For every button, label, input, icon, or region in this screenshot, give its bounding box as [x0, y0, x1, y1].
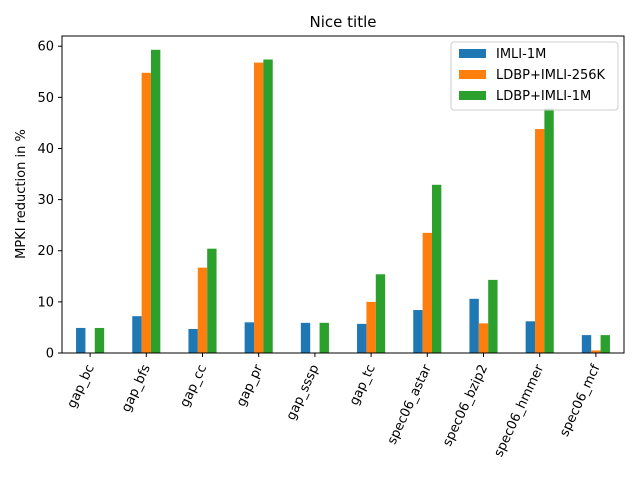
- bar: [94, 327, 105, 353]
- bar: [357, 323, 367, 353]
- x-tick-label: gap_bfs: [119, 362, 154, 414]
- x-axis-ticks: gap_bc gap_bfs gap_cc gap_pr gap_sssp gap_tc s…: [65, 353, 604, 459]
- legend-entry: IMLI-1M: [496, 47, 546, 62]
- y-tick-label: 10: [37, 295, 54, 310]
- bar: [413, 310, 423, 353]
- bar: [366, 301, 376, 353]
- bar: [581, 335, 592, 353]
- bars-group: [76, 49, 610, 354]
- bar: [535, 129, 545, 353]
- bar: [244, 322, 255, 353]
- legend-box: [450, 41, 619, 111]
- y-axis-label: MPKI reduction in %: [14, 129, 29, 259]
- bar: [207, 248, 217, 353]
- x-tick-label: gap_bc: [65, 362, 98, 410]
- y-tick-label: 50: [37, 91, 54, 106]
- bar: [141, 72, 151, 354]
- y-tick-label: 30: [37, 193, 54, 208]
- bar: [525, 321, 536, 353]
- x-tick-label: spec06_bzip2: [440, 362, 491, 448]
- plot-frame: [61, 35, 625, 354]
- bar: [431, 184, 442, 353]
- bar: [76, 327, 86, 353]
- bar: [319, 322, 329, 353]
- legend: IMLI-1M LDBP+IMLI-256K LDBP+IMLI-1M: [450, 41, 619, 111]
- bar: [544, 108, 554, 353]
- x-tick-label: gap_tc: [347, 362, 379, 408]
- legend-swatch: [459, 49, 486, 58]
- bar: [469, 298, 479, 353]
- y-tick-label: 20: [37, 244, 54, 259]
- x-tick-label: spec06_hmmer: [491, 362, 547, 460]
- y-axis-ticks: 0 10 20 30 40 50 60: [37, 40, 62, 362]
- bar: [188, 328, 198, 353]
- legend-swatch: [459, 70, 486, 79]
- chart-title: Nice title: [310, 13, 377, 31]
- y-tick-label: 0: [46, 347, 54, 362]
- bar: [488, 279, 498, 353]
- bar: [375, 274, 386, 353]
- x-tick-label: gap_cc: [177, 362, 210, 409]
- x-tick-label: spec06_astar: [385, 362, 435, 447]
- legend-swatch: [459, 91, 486, 100]
- y-tick-label: 40: [37, 142, 54, 157]
- bar: [254, 62, 264, 353]
- bar: [591, 350, 601, 353]
- legend-entry: LDBP+IMLI-1M: [496, 89, 591, 104]
- bar: [263, 59, 273, 354]
- bar: [197, 267, 208, 353]
- bar: [422, 232, 432, 353]
- bar: [478, 323, 489, 353]
- bar: [300, 322, 311, 353]
- x-tick-label: gap_pr: [234, 362, 267, 409]
- bar: [132, 316, 142, 353]
- bar: [150, 49, 161, 353]
- y-tick-label: 60: [37, 40, 54, 55]
- bar: [600, 335, 610, 353]
- legend-entry: LDBP+IMLI-256K: [496, 68, 606, 83]
- x-tick-label: spec06_mcf: [557, 362, 604, 439]
- x-tick-label: gap_sssp: [284, 362, 323, 422]
